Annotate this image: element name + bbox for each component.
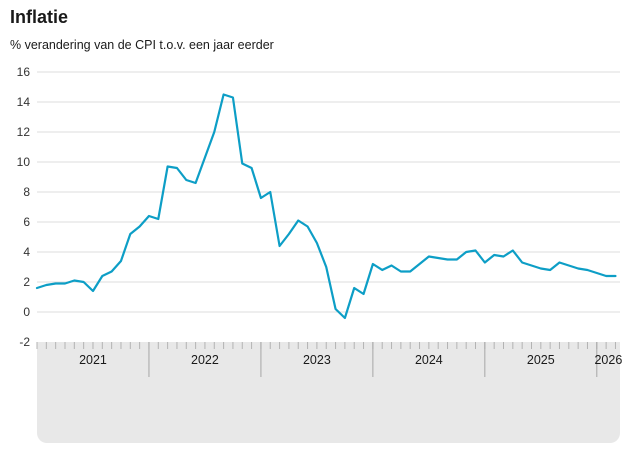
y-tick-label: 0 bbox=[23, 305, 30, 319]
x-year-label: 2021 bbox=[79, 353, 107, 367]
y-tick-label: 6 bbox=[23, 215, 30, 229]
x-year-label: 2022 bbox=[191, 353, 219, 367]
page-title: Inflatie bbox=[10, 7, 69, 27]
x-year-label: 2026 bbox=[594, 353, 622, 367]
x-year-label: 2023 bbox=[303, 353, 331, 367]
y-tick-label: 16 bbox=[17, 65, 31, 79]
y-tick-label: -2 bbox=[19, 335, 30, 349]
y-tick-label: 2 bbox=[23, 275, 30, 289]
y-tick-label: 4 bbox=[23, 245, 30, 259]
y-tick-label: 12 bbox=[17, 125, 31, 139]
series-line bbox=[35, 93, 617, 320]
chart-subtitle: % verandering van de CPI t.o.v. een jaar… bbox=[10, 38, 274, 52]
y-tick-label: 10 bbox=[17, 155, 31, 169]
x-axis-band bbox=[37, 342, 620, 443]
x-year-label: 2024 bbox=[415, 353, 443, 367]
y-tick-label: 8 bbox=[23, 185, 30, 199]
y-tick-label: 14 bbox=[17, 95, 31, 109]
x-year-label: 2025 bbox=[527, 353, 555, 367]
